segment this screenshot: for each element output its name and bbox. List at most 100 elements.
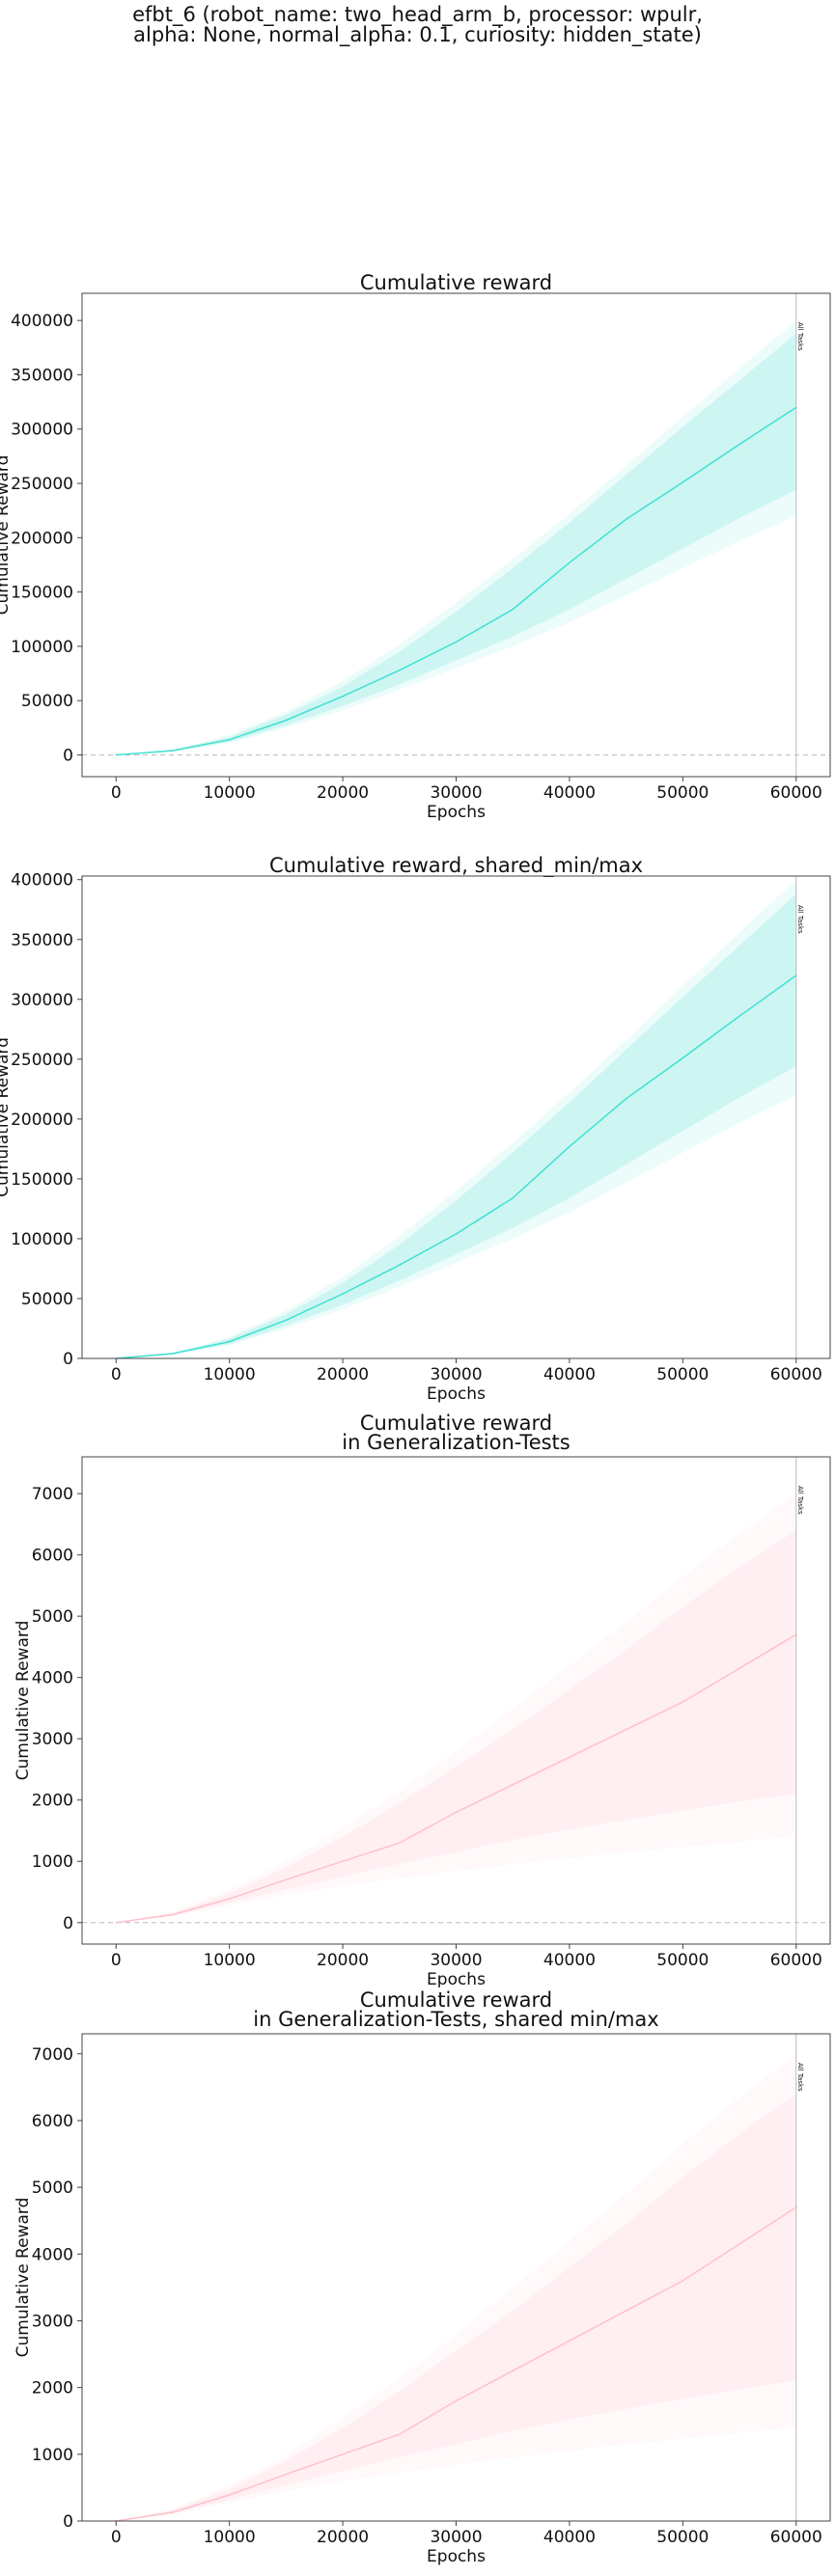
y-tick-label: 50000 (21, 692, 73, 711)
data-point (172, 2511, 174, 2513)
y-tick-label: 4000 (32, 1669, 73, 1688)
y-tick-label: 250000 (11, 1051, 73, 1070)
x-tick-label: 60000 (770, 1365, 822, 1384)
x-tick-label: 40000 (543, 1365, 596, 1384)
vline-label: All Tasks (796, 322, 804, 351)
data-point (738, 443, 740, 446)
figure-suptitle-line-2: alpha: None, normal_alpha: 0.1, curiosit… (133, 23, 702, 46)
data-point (172, 1913, 174, 1916)
data-point (342, 1860, 344, 1863)
y-tick-label: 350000 (11, 366, 73, 385)
data-point (512, 2370, 515, 2372)
y-tick-label: 350000 (11, 931, 73, 950)
y-tick-label: 2000 (32, 2379, 73, 2398)
x-axis-label: Epochs (427, 2547, 486, 2566)
x-tick-label: 20000 (317, 1365, 369, 1384)
data-point (228, 2494, 231, 2496)
x-tick-label: 0 (111, 2528, 122, 2547)
data-point (569, 1756, 571, 1759)
data-point (625, 1728, 627, 1731)
x-tick-label: 20000 (317, 2528, 369, 2547)
data-point (285, 1319, 288, 1322)
y-tick-label: 100000 (11, 638, 73, 657)
data-point (682, 481, 684, 483)
data-point (569, 1145, 571, 1148)
x-tick-label: 50000 (656, 783, 709, 803)
data-point (455, 1233, 458, 1235)
data-point (342, 2453, 344, 2455)
y-tick-label: 1000 (32, 2446, 73, 2465)
data-point (115, 1921, 118, 1924)
x-tick-label: 30000 (430, 1951, 482, 1970)
data-point (738, 2243, 740, 2245)
y-tick-label: 7000 (32, 1485, 73, 1504)
data-point (398, 2433, 401, 2435)
data-point (738, 1015, 740, 1017)
chart-title-line-1: Cumulative reward (360, 271, 552, 294)
y-tick-label: 3000 (32, 1730, 73, 1749)
data-point (398, 1842, 401, 1844)
data-point (682, 2280, 684, 2282)
data-point (342, 695, 344, 698)
figure-suptitle-line-1: efbt_6 (robot_name: two_head_arm_b, proc… (132, 3, 703, 26)
vline-label: All Tasks (796, 1486, 804, 1515)
y-tick-label: 400000 (11, 312, 73, 331)
y-tick-label: 6000 (32, 1547, 73, 1566)
y-tick-label: 0 (63, 746, 73, 765)
y-tick-label: 1000 (32, 1852, 73, 1872)
y-tick-label: 0 (63, 1914, 73, 1933)
x-tick-label: 0 (111, 783, 122, 803)
y-tick-label: 50000 (21, 1290, 73, 1309)
x-tick-label: 40000 (543, 2528, 596, 2547)
band-inner (116, 1530, 796, 1923)
y-tick-label: 0 (63, 2512, 73, 2532)
y-axis-label: Cumulative Reward (14, 1621, 33, 1781)
x-tick-label: 60000 (770, 2528, 822, 2547)
x-tick-label: 0 (111, 1951, 122, 1970)
data-point (228, 1898, 231, 1900)
data-point (398, 669, 401, 671)
y-axis-label: Cumulative Reward (14, 2198, 33, 2358)
x-tick-label: 30000 (430, 783, 482, 803)
x-axis-label: Epochs (427, 803, 486, 822)
chart-title-line-1: Cumulative reward (360, 1988, 552, 2012)
data-point (172, 750, 174, 752)
data-point (569, 562, 571, 564)
data-point (228, 1340, 231, 1343)
y-tick-label: 150000 (11, 584, 73, 603)
data-point (285, 2473, 288, 2476)
y-tick-label: 4000 (32, 2245, 73, 2264)
data-point (285, 719, 288, 722)
data-point (625, 1097, 627, 1100)
y-tick-label: 5000 (32, 2179, 73, 2198)
x-tick-label: 20000 (317, 1951, 369, 1970)
x-tick-label: 30000 (430, 2528, 482, 2547)
band-inner (116, 893, 796, 1358)
y-tick-label: 200000 (11, 529, 73, 548)
x-axis-label: Epochs (427, 1970, 486, 1987)
data-point (342, 1293, 344, 1295)
y-tick-label: 400000 (11, 871, 73, 891)
band-outer (116, 879, 796, 1358)
data-point (115, 754, 118, 756)
chart-title-line-2: in Generalization-Tests, shared min/max (253, 2008, 658, 2031)
y-axis-label: Cumulative Reward (0, 455, 13, 616)
x-tick-label: 10000 (204, 2528, 256, 2547)
y-tick-label: 0 (63, 1350, 73, 1369)
data-point (172, 1353, 174, 1355)
band-outer (116, 320, 796, 755)
x-axis-label: Epochs (427, 1384, 486, 1404)
y-tick-label: 200000 (11, 1110, 73, 1130)
data-point (512, 1196, 515, 1199)
y-tick-label: 2000 (32, 1792, 73, 1811)
x-tick-label: 20000 (317, 783, 369, 803)
y-tick-label: 150000 (11, 1170, 73, 1190)
y-tick-label: 6000 (32, 2112, 73, 2131)
data-point (569, 2340, 571, 2343)
y-tick-label: 300000 (11, 421, 73, 440)
y-axis-label: Cumulative Reward (0, 1037, 13, 1197)
chart-title-line-1: Cumulative reward (360, 1411, 552, 1435)
